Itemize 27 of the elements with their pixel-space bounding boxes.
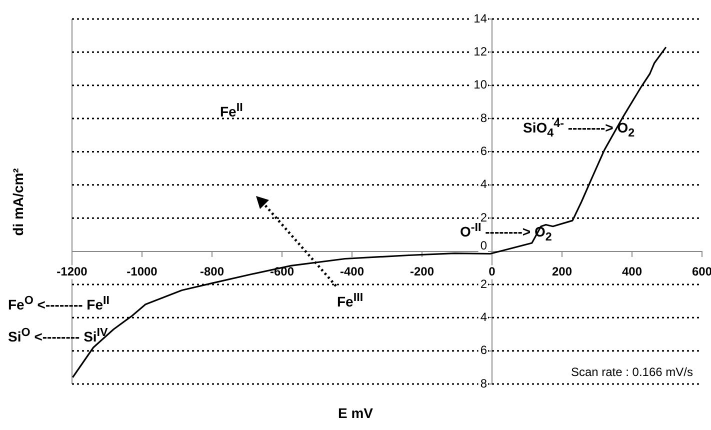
y-tick-label: 10: [474, 78, 488, 92]
y-tick-label: 12: [474, 44, 488, 58]
x-tick-label: -800: [200, 264, 224, 279]
x-tick-label: -1200: [56, 264, 88, 279]
y-tick-label: 4: [480, 310, 488, 324]
annotation: Fe$^{II}$: [220, 101, 243, 120]
y-tick-label: 8: [480, 376, 488, 390]
y-tick-label: 2: [480, 210, 488, 224]
x-tick-label: 400: [622, 264, 642, 279]
y-tick-label: 6: [480, 343, 488, 358]
y-tick-label: 4: [480, 177, 488, 192]
y-tick-label: 0: [480, 238, 488, 253]
annotation: Fe$^{O}$ <-------- Fe$^{II}$: [8, 294, 110, 313]
y-axis-title: di mA/cm²: [10, 168, 26, 236]
x-tick-label: -200: [410, 264, 434, 279]
x-tick-label: 200: [552, 264, 572, 279]
y-tick-label: 2: [480, 276, 488, 291]
x-tick-label: -400: [340, 264, 364, 279]
y-tick-label: 6: [480, 144, 488, 158]
x-tick-label: -1000: [126, 264, 158, 279]
annotation: Fe$^{III}$: [337, 291, 364, 310]
y-tick-label: 14: [474, 11, 488, 26]
annotation: Si$^{O}$ <-------- Si$^{IV}$: [8, 326, 108, 345]
y-tick-label: 8: [480, 110, 488, 125]
annotation: Scan rate : 0.166 mV/s: [570, 365, 693, 379]
annotation: SiO$_{4}$$^{4-}$ --------> O$_{2}$: [523, 117, 635, 140]
x-axis-title: E mV: [336, 405, 374, 421]
